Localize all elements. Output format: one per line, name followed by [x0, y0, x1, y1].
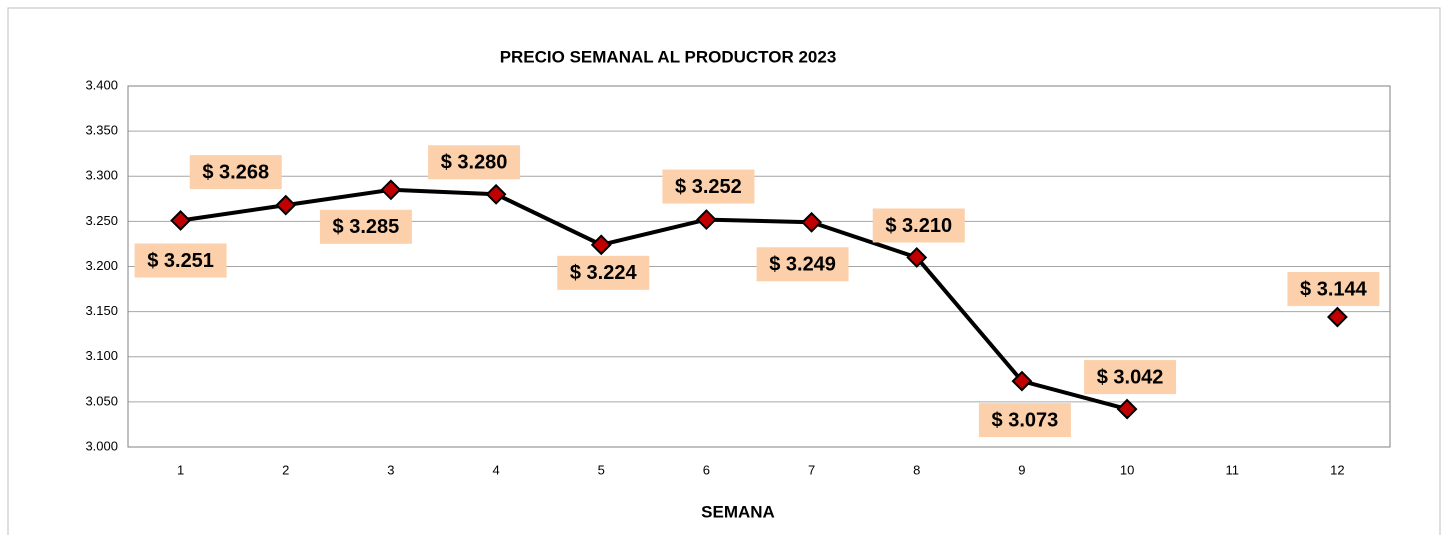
- data-label: $ 3.144: [1300, 278, 1368, 300]
- data-label: $ 3.280: [441, 152, 508, 174]
- y-tick-label: 3.400: [85, 77, 118, 92]
- y-tick-label: 3.100: [85, 348, 118, 363]
- x-tick-label: 8: [913, 462, 920, 477]
- x-tick-label: 11: [1226, 462, 1240, 477]
- y-tick-label: 3.050: [85, 393, 118, 408]
- chart: PRECIO SEMANAL AL PRODUCTOR 2023 SEMANA …: [0, 0, 1450, 535]
- x-tick-label: 1: [177, 462, 184, 477]
- chart-title: PRECIO SEMANAL AL PRODUCTOR 2023: [500, 47, 837, 66]
- y-tick-label: 3.000: [85, 438, 118, 453]
- data-label: $ 3.285: [333, 216, 400, 238]
- data-label: $ 3.224: [570, 262, 638, 284]
- x-tick-label: 3: [387, 462, 394, 477]
- data-label: $ 3.073: [992, 409, 1059, 431]
- x-tick-label: 4: [492, 462, 499, 477]
- x-axis-title: SEMANA: [701, 502, 775, 521]
- data-label: $ 3.252: [675, 176, 742, 198]
- x-tick-label: 12: [1330, 462, 1344, 477]
- page: PRECIO SEMANAL AL PRODUCTOR 2023 SEMANA …: [0, 0, 1450, 535]
- data-label: $ 3.042: [1097, 366, 1164, 388]
- y-tick-label: 3.150: [85, 303, 118, 318]
- x-tick-label: 9: [1018, 462, 1025, 477]
- x-tick-label: 10: [1120, 462, 1134, 477]
- x-tick-label: 7: [808, 462, 815, 477]
- data-label: $ 3.249: [769, 254, 836, 276]
- x-tick-label: 5: [598, 462, 605, 477]
- y-tick-label: 3.250: [85, 213, 118, 228]
- data-label: $ 3.251: [147, 250, 214, 272]
- x-tick-label: 2: [282, 462, 289, 477]
- y-tick-label: 3.350: [85, 123, 118, 138]
- x-tick-label: 6: [703, 462, 710, 477]
- y-tick-label: 3.300: [85, 168, 118, 183]
- y-tick-label: 3.200: [85, 258, 118, 273]
- data-label: $ 3.210: [885, 215, 952, 237]
- data-label: $ 3.268: [202, 161, 269, 183]
